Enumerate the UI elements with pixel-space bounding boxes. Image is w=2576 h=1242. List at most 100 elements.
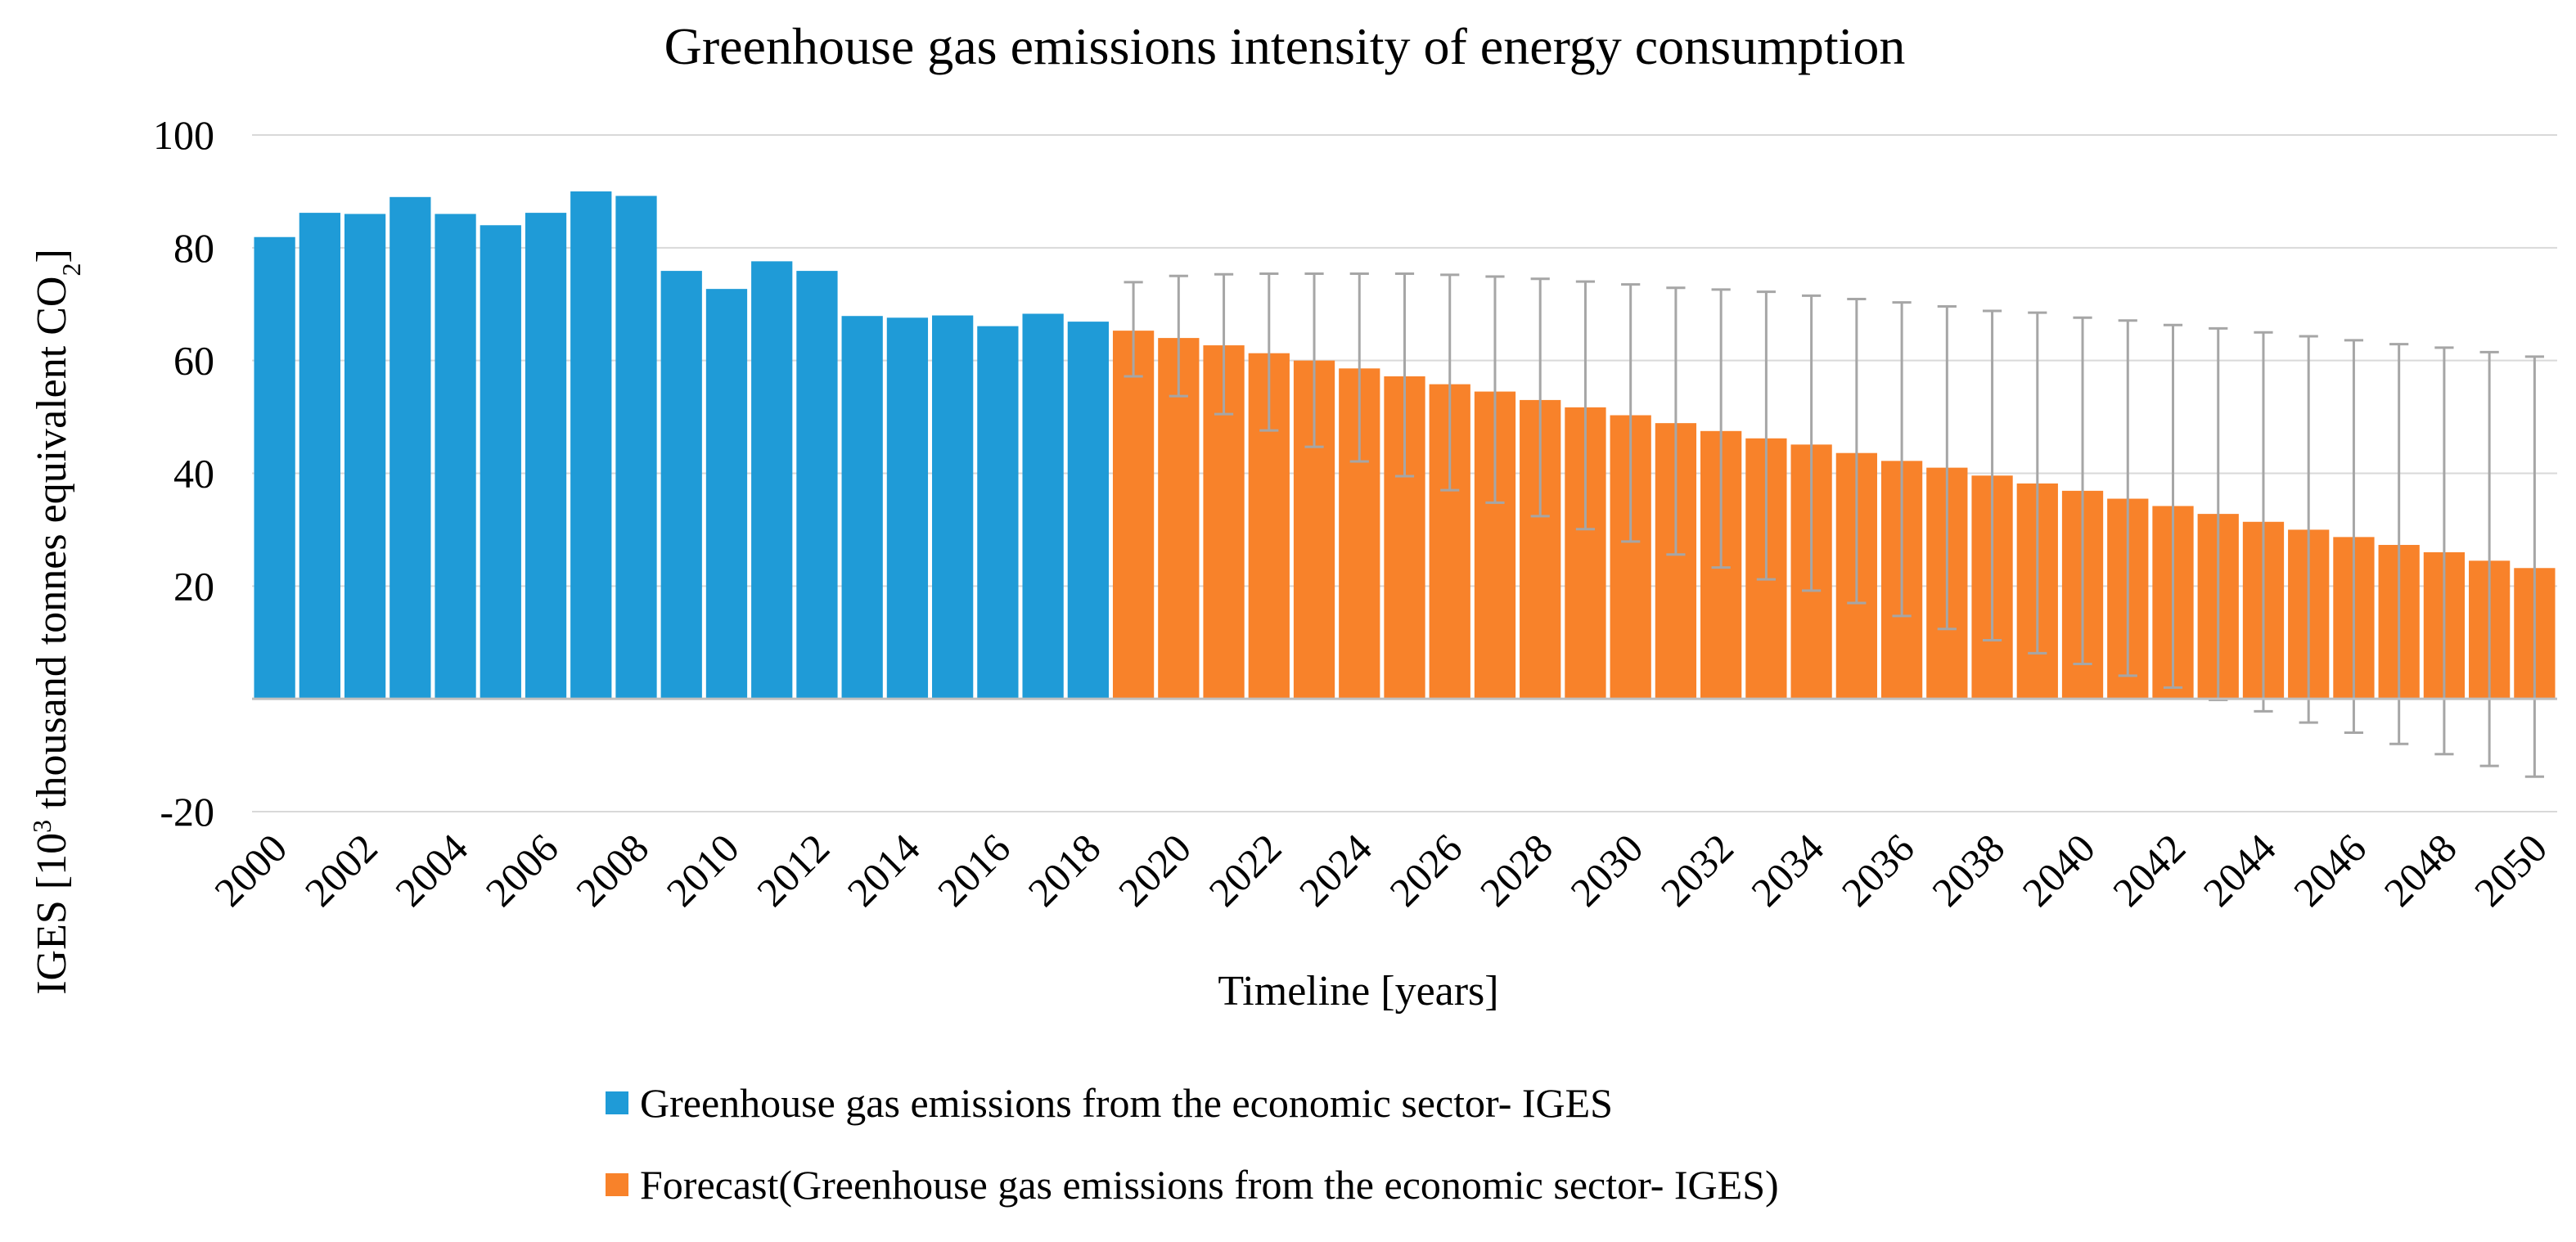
legend-item-forecast: Forecast(Greenhouse gas emissions from t… [606,1160,1779,1209]
error-bar-2036 [1892,301,1912,618]
error-bar-2044 [2254,331,2273,713]
error-bar-2028 [1530,277,1550,518]
legend-swatch-actual [606,1091,628,1114]
error-bar-2031 [1666,286,1686,556]
x-tick-label: 2046 [2285,825,2375,915]
y-axis-tick-labels: -20 20 40 60 80 100 [153,112,214,835]
bar-actual-2007 [570,191,612,700]
x-tick-label: 2026 [1380,825,1470,915]
x-tick-label: 2038 [1923,825,2013,915]
y-tick-label: 40 [173,451,214,497]
x-tick-label: 2016 [929,825,1019,915]
error-bar-2033 [1756,290,1776,581]
x-tick-label: 2024 [1290,825,1380,915]
bar-actual-2010 [705,289,748,700]
x-tick-label: 2006 [476,825,566,915]
bar-actual-2005 [480,225,521,700]
bar-forecast-2020 [1158,338,1200,700]
chart-title: Greenhouse gas emissions intensity of en… [664,17,1906,75]
bar-actual-2004 [435,214,476,700]
x-tick-label: 2050 [2466,825,2556,915]
error-bar-2047 [2389,343,2409,745]
bar-forecast-2019 [1112,331,1155,700]
x-tick-label: 2004 [386,825,476,915]
x-tick-label: 2010 [657,825,747,915]
bar-actual-2008 [615,196,657,700]
x-tick-label: 2042 [2104,825,2194,915]
y-axis-label-suffix: ] [29,249,75,263]
x-tick-label: 2012 [748,825,838,915]
error-bar-2027 [1485,275,1505,504]
error-bar-2022 [1259,272,1279,432]
error-bar-2034 [1802,294,1822,592]
error-bar-2029 [1575,280,1596,531]
bar-actual-2013 [841,316,883,700]
error-bar-2026 [1440,273,1460,492]
y-axis-label-middle: thousand tonnes equivalent CO [29,277,75,820]
y-tick-label: -20 [160,789,214,835]
y-tick-label: 100 [153,112,214,158]
legend-item-actual: Greenhouse gas emissions from the econom… [606,1078,1779,1127]
error-bar-2021 [1214,272,1234,416]
error-bar-2048 [2434,346,2454,756]
error-bar-2019 [1124,281,1143,378]
error-bar-2046 [2344,339,2364,735]
x-tick-label: 2008 [567,825,657,915]
error-bar-2040 [2073,316,2092,665]
error-bar-2035 [1847,298,1867,605]
y-tick-label: 60 [173,338,214,384]
legend-label-actual: Greenhouse gas emissions from the econom… [640,1080,1613,1126]
error-bar-2039 [2028,311,2047,655]
bar-actual-2002 [344,214,386,700]
x-tick-label: 2032 [1652,825,1742,915]
y-tick-label: 80 [173,225,214,271]
error-bar-2042 [2163,323,2183,689]
x-tick-label: 2018 [1019,825,1109,915]
legend-swatch-forecast [606,1173,628,1196]
error-bar-2037 [1937,305,1957,631]
x-tick-label: 2040 [2013,825,2103,915]
y-axis-label: IGES [103 thousand tonnes equivalent CO2… [27,249,86,995]
bar-actual-2001 [299,213,340,700]
bar-actual-2011 [751,261,793,700]
x-tick-label: 2002 [296,825,386,915]
x-axis-label: Timeline [years] [1218,968,1498,1015]
y-axis-label-subscript: 2 [56,263,86,277]
bar-actual-2016 [977,326,1019,700]
x-axis-tick-labels: 2000 2002 2004 2006 2008 2010 2012 2014 2016 2018… [205,825,2556,915]
y-tick-label: 20 [173,563,214,609]
error-bar-2038 [1982,309,2002,641]
legend-label-forecast: Forecast(Greenhouse gas emissions from t… [640,1162,1779,1208]
bar-actual-2012 [796,271,838,700]
bar-actual-2009 [660,271,702,700]
bar-actual-2014 [886,317,929,700]
bar-actual-2006 [525,213,567,700]
legend: Greenhouse gas emissions from the econom… [606,1078,1779,1242]
bar-actual-2018 [1067,322,1109,700]
error-bar-2032 [1711,288,1731,569]
x-tick-label: 2044 [2194,825,2284,915]
error-bar-2025 [1394,272,1415,478]
error-bar-2045 [2299,335,2318,724]
error-bar-2023 [1304,272,1324,448]
y-axis-label-superscript: 3 [27,820,56,833]
error-bars [1124,272,2544,778]
error-bar-2024 [1349,272,1369,463]
y-axis-label-prefix: IGES [10 [29,833,75,995]
error-bar-2020 [1169,274,1188,398]
x-tick-label: 2000 [205,825,295,915]
error-bar-2041 [2118,319,2137,677]
error-bar-2049 [2479,350,2499,767]
x-tick-label: 2020 [1110,825,1200,915]
error-bar-2050 [2524,355,2544,778]
bar-actual-2015 [932,315,974,700]
x-tick-label: 2028 [1471,825,1561,915]
bar-actual-2003 [390,196,431,700]
x-tick-label: 2014 [838,825,928,915]
error-bar-2030 [1621,283,1641,543]
x-tick-label: 2034 [1742,825,1832,915]
x-tick-label: 2036 [1833,825,1923,915]
bar-actual-2017 [1022,313,1064,700]
